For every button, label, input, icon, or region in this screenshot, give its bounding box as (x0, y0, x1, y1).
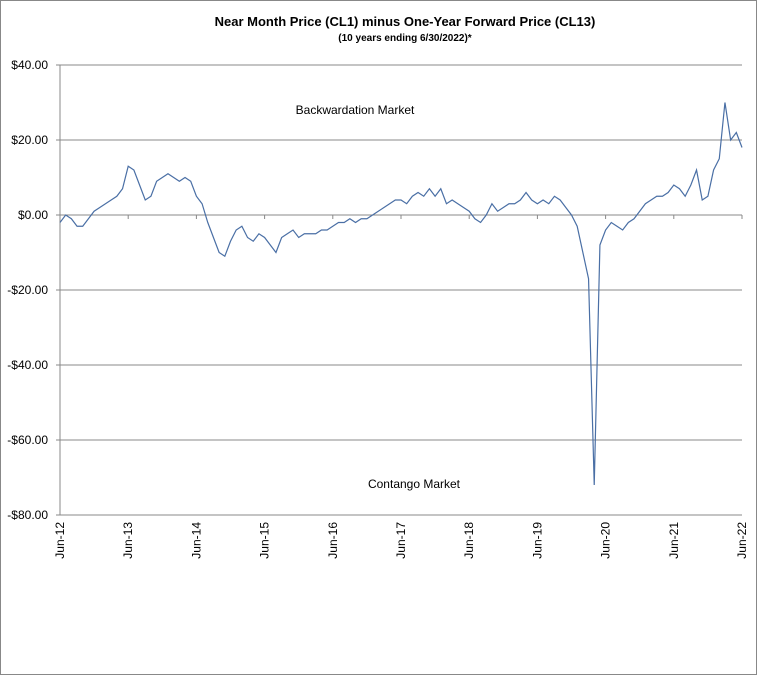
chart-subtitle: (10 years ending 6/30/2022)* (338, 33, 472, 44)
x-tick-label: Jun-13 (121, 522, 135, 559)
y-tick-label: -$60.00 (7, 433, 48, 447)
x-tick-label: Jun-12 (53, 522, 67, 559)
y-tick-label: -$20.00 (7, 283, 48, 297)
x-tick-label: Jun-16 (326, 522, 340, 559)
x-tick-label: Jun-22 (735, 522, 749, 559)
x-tick-label: Jun-17 (394, 522, 408, 559)
line-series (59, 102, 743, 486)
x-tick-label: Jun-20 (599, 522, 613, 559)
chart-title: Near Month Price (CL1) minus One-Year Fo… (215, 14, 596, 29)
annotation: Contango Market (368, 477, 461, 491)
annotation: Backwardation Market (296, 103, 415, 117)
y-tick-label: $20.00 (11, 133, 48, 147)
y-tick-label: $0.00 (18, 208, 48, 222)
y-tick-label: -$40.00 (7, 358, 48, 372)
x-tick-label: Jun-19 (530, 522, 544, 559)
y-tick-label: -$80.00 (7, 508, 48, 522)
x-tick-label: Jun-14 (189, 522, 203, 559)
y-tick-label: $40.00 (11, 58, 48, 72)
x-tick-label: Jun-18 (462, 522, 476, 559)
x-tick-label: Jun-15 (258, 522, 272, 559)
x-tick-label: Jun-21 (667, 522, 681, 559)
